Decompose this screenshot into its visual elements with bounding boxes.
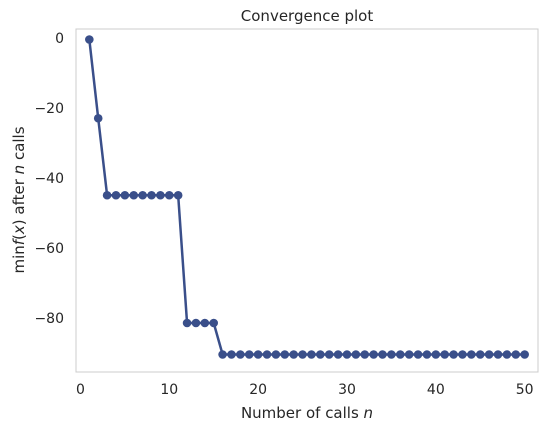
- data-point: [467, 350, 476, 359]
- x-tick-label: 30: [338, 382, 356, 398]
- x-axis-label: Number of calls n: [241, 404, 373, 422]
- y-tick-label: −80: [34, 311, 64, 327]
- data-point: [316, 350, 325, 359]
- data-point: [387, 350, 396, 359]
- data-point: [493, 350, 503, 359]
- data-point: [147, 190, 156, 200]
- data-point: [253, 350, 263, 359]
- data-point: [369, 350, 378, 359]
- data-point: [156, 190, 165, 200]
- y-axis: 0 −20 −40 −60 −80: [34, 31, 64, 327]
- data-point: [227, 350, 236, 359]
- y-axis-label-paren-open: (: [10, 234, 28, 240]
- data-point: [413, 350, 423, 359]
- y-axis-label-min: min: [10, 245, 28, 273]
- data-point: [360, 350, 370, 359]
- x-tick-label: 10: [160, 382, 178, 398]
- y-axis-label-after: ) after: [10, 174, 28, 225]
- data-point: [120, 190, 130, 200]
- data-point: [218, 350, 227, 359]
- x-tick-label: 20: [249, 382, 267, 398]
- data-point: [484, 350, 494, 359]
- y-tick-label: −60: [34, 241, 64, 257]
- plot-area-frame: [75, 28, 539, 373]
- data-point: [333, 350, 343, 359]
- x-tick-label: 0: [76, 382, 85, 398]
- y-tick-label: −40: [34, 171, 64, 187]
- data-point: [342, 350, 352, 359]
- x-axis: 0 10 20 30 40 50: [76, 382, 534, 398]
- data-point: [191, 318, 201, 328]
- y-axis-label-n: n: [10, 165, 28, 175]
- data-point: [289, 350, 298, 359]
- data-point: [164, 190, 174, 200]
- data-point: [138, 190, 147, 200]
- data-point: [102, 190, 112, 200]
- data-point: [324, 350, 334, 359]
- data-point: [475, 350, 485, 359]
- data-point: [129, 190, 139, 200]
- y-axis-label-f: f: [10, 237, 28, 245]
- x-axis-label-var: n: [364, 404, 374, 422]
- data-point: [209, 318, 219, 328]
- y-tick-label: 0: [55, 31, 64, 47]
- x-tick-label: 40: [427, 382, 445, 398]
- series-layer: [85, 35, 529, 359]
- data-point: [449, 350, 458, 359]
- data-point: [422, 350, 432, 359]
- data-point: [395, 350, 405, 359]
- data-point: [111, 190, 121, 200]
- data-point: [271, 350, 281, 359]
- data-point: [93, 113, 103, 123]
- data-point: [520, 350, 529, 359]
- data-point: [200, 318, 210, 328]
- chart-title: Convergence plot: [241, 7, 374, 25]
- data-point: [262, 350, 272, 359]
- data-point: [440, 350, 450, 359]
- data-point: [404, 350, 414, 359]
- data-point: [458, 350, 467, 359]
- data-point: [85, 35, 94, 44]
- y-tick-label: −20: [34, 101, 64, 117]
- data-point: [182, 318, 192, 328]
- y-axis-label: minf(x) after n calls: [10, 126, 28, 273]
- y-axis-label-x: x: [10, 225, 28, 235]
- data-point: [511, 350, 521, 359]
- data-point: [173, 190, 183, 200]
- y-axis-label-calls: calls: [10, 126, 28, 165]
- data-point: [244, 350, 254, 359]
- data-point: [236, 350, 245, 359]
- x-axis-label-text: Number of calls: [241, 404, 364, 422]
- data-point: [378, 350, 387, 359]
- data-point: [351, 350, 361, 359]
- data-point: [298, 350, 307, 359]
- data-point: [307, 350, 316, 359]
- x-tick-label: 50: [516, 382, 534, 398]
- data-point: [280, 350, 290, 359]
- data-point: [431, 350, 441, 359]
- data-point: [502, 350, 512, 359]
